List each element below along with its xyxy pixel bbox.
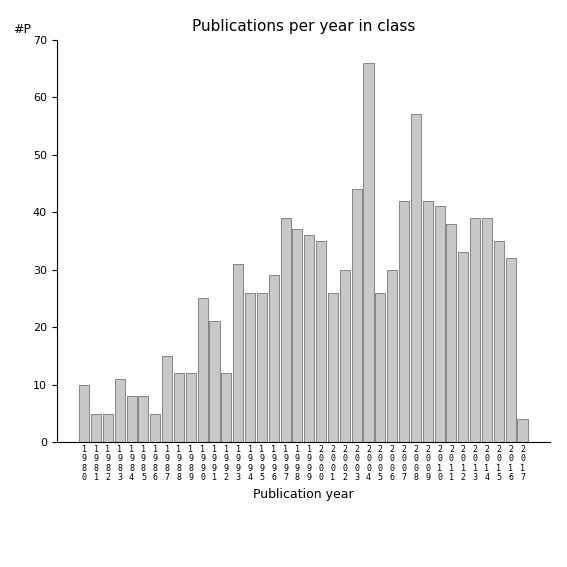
Bar: [399, 201, 409, 442]
X-axis label: Publication year: Publication year: [253, 488, 354, 501]
Bar: [423, 201, 433, 442]
Bar: [233, 264, 243, 442]
Bar: [209, 321, 219, 442]
Bar: [375, 293, 386, 442]
Bar: [138, 396, 149, 442]
Bar: [79, 385, 89, 442]
Bar: [126, 396, 137, 442]
Bar: [115, 379, 125, 442]
Bar: [174, 373, 184, 442]
Bar: [411, 115, 421, 442]
Bar: [245, 293, 255, 442]
Bar: [518, 419, 527, 442]
Bar: [198, 298, 208, 442]
Bar: [257, 293, 267, 442]
Bar: [186, 373, 196, 442]
Bar: [387, 270, 397, 442]
Bar: [304, 235, 314, 442]
Bar: [269, 276, 279, 442]
Bar: [446, 224, 456, 442]
Bar: [281, 218, 291, 442]
Bar: [363, 63, 374, 442]
Bar: [506, 258, 516, 442]
Bar: [91, 413, 101, 442]
Bar: [103, 413, 113, 442]
Title: Publications per year in class: Publications per year in class: [192, 19, 415, 35]
Bar: [293, 230, 302, 442]
Bar: [434, 206, 445, 442]
Bar: [494, 241, 504, 442]
Bar: [470, 218, 480, 442]
Bar: [221, 373, 231, 442]
Bar: [162, 356, 172, 442]
Bar: [328, 293, 338, 442]
Bar: [150, 413, 160, 442]
Bar: [340, 270, 350, 442]
Bar: [316, 241, 326, 442]
Y-axis label: #P: #P: [13, 23, 31, 36]
Bar: [482, 218, 492, 442]
Bar: [352, 189, 362, 442]
Bar: [458, 252, 468, 442]
